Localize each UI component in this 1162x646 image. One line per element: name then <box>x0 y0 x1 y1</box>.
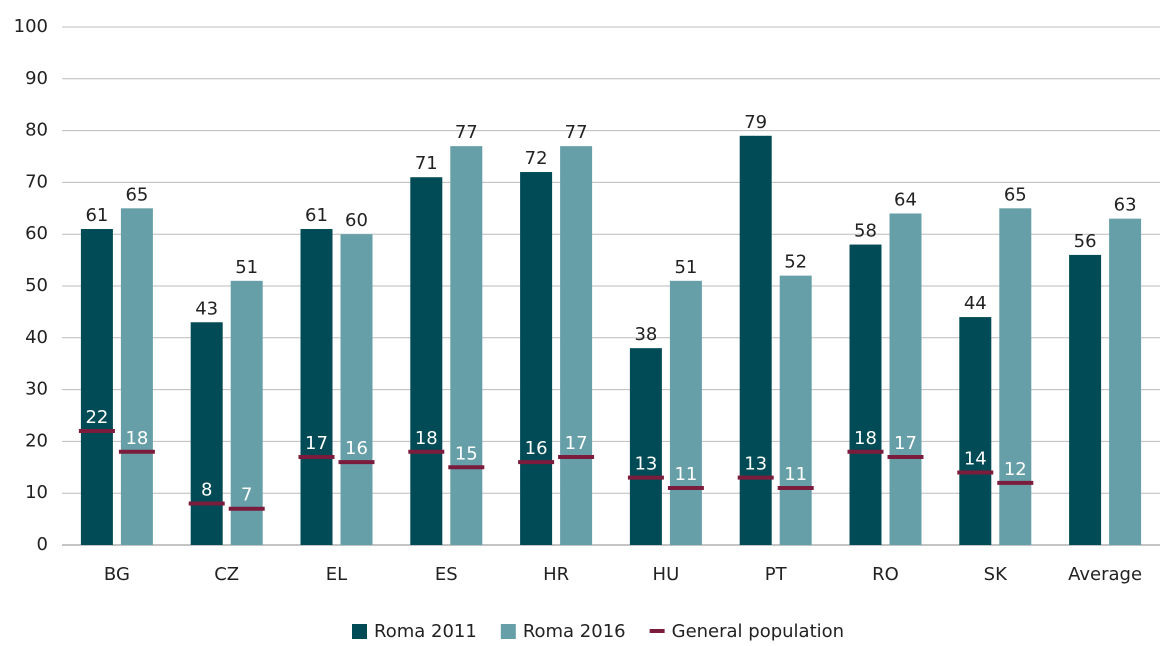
y-tick-label: 80 <box>25 120 48 141</box>
marker-label: 17 <box>305 433 328 454</box>
bar <box>889 213 922 546</box>
legend-swatch <box>500 624 516 639</box>
value-label: 56 <box>1074 231 1097 252</box>
value-label: 51 <box>674 257 697 278</box>
y-tick-label: 30 <box>25 379 48 400</box>
bar <box>779 275 812 545</box>
marker-label: 13 <box>744 454 767 475</box>
legend-label: Roma 2011 <box>374 621 477 642</box>
x-tick-label: SK <box>984 564 1008 585</box>
y-tick-label: 40 <box>25 327 48 348</box>
x-tick-label: CZ <box>214 564 239 585</box>
legend-label: General population <box>672 621 844 642</box>
marker-label: 18 <box>125 428 148 449</box>
y-tick-label: 100 <box>14 16 48 37</box>
value-label: 61 <box>305 205 328 226</box>
value-label: 58 <box>854 221 877 242</box>
marker-label: 11 <box>784 464 807 485</box>
x-tick-label: PT <box>765 564 788 585</box>
value-label: 52 <box>784 252 807 273</box>
value-label: 60 <box>345 210 368 231</box>
value-label: 79 <box>744 112 767 133</box>
y-tick-label: 10 <box>25 482 48 503</box>
y-tick-label: 70 <box>25 171 48 192</box>
value-label: 65 <box>125 184 148 205</box>
bar <box>849 244 882 545</box>
y-tick-label: 0 <box>37 534 48 555</box>
marker-label: 17 <box>894 433 917 454</box>
bar <box>230 280 263 545</box>
value-label: 44 <box>964 293 987 314</box>
marker-label: 22 <box>85 407 108 428</box>
value-label: 43 <box>195 298 218 319</box>
y-tick-label: 60 <box>25 223 48 244</box>
value-label: 77 <box>565 122 588 143</box>
x-tick-label: EL <box>326 564 347 585</box>
value-label: 63 <box>1114 195 1137 216</box>
value-label: 71 <box>415 153 438 174</box>
value-label: 72 <box>525 148 548 169</box>
bar <box>520 172 553 546</box>
x-tick-label: HR <box>543 564 569 585</box>
x-tick-label: Average <box>1068 564 1142 585</box>
value-label: 51 <box>235 257 258 278</box>
bar <box>300 229 333 545</box>
value-label: 61 <box>85 205 108 226</box>
bar <box>340 234 373 545</box>
marker-label: 17 <box>565 433 588 454</box>
marker-label: 11 <box>674 464 697 485</box>
y-tick-label: 20 <box>25 430 48 451</box>
bar <box>120 208 153 546</box>
bar <box>410 177 443 545</box>
value-label: 38 <box>634 324 657 345</box>
y-tick-label: 90 <box>25 68 48 89</box>
x-tick-label: ES <box>435 564 458 585</box>
value-label: 65 <box>1004 184 1027 205</box>
bar <box>999 208 1032 546</box>
value-label: 64 <box>894 189 917 210</box>
value-label: 77 <box>455 122 478 143</box>
marker-label: 12 <box>1004 459 1027 480</box>
bar <box>560 146 593 545</box>
marker-label: 16 <box>345 438 368 459</box>
bar <box>190 322 223 545</box>
legend-label: Roma 2016 <box>523 621 626 642</box>
bar <box>629 348 662 545</box>
legend-swatch <box>352 624 367 639</box>
x-tick-label: HU <box>653 564 680 585</box>
x-tick-label: RO <box>872 564 899 585</box>
bar <box>80 229 113 545</box>
bar <box>739 135 772 545</box>
bar <box>450 146 483 545</box>
marker-label: 18 <box>415 428 438 449</box>
marker-label: 8 <box>201 480 212 501</box>
marker-label: 7 <box>241 485 252 506</box>
marker-label: 16 <box>525 438 548 459</box>
marker-label: 15 <box>455 443 478 464</box>
y-tick-label: 50 <box>25 275 48 296</box>
marker-label: 13 <box>634 454 657 475</box>
bar <box>1109 218 1142 545</box>
bar <box>669 280 702 545</box>
bar <box>1069 254 1102 546</box>
bar <box>959 317 992 545</box>
marker-label: 14 <box>964 448 987 469</box>
x-tick-label: BG <box>104 564 130 585</box>
marker-label: 18 <box>854 428 877 449</box>
